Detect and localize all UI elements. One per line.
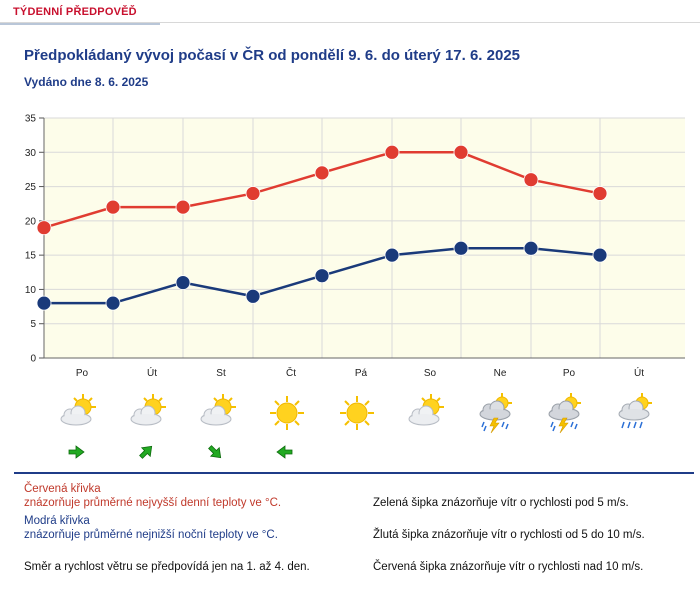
tab-rule <box>0 22 700 23</box>
day-label: Čt <box>286 368 296 379</box>
y-tick-label: 20 <box>25 216 37 227</box>
tab-label[interactable]: TÝDENNÍ PŘEDPOVĚĎ <box>13 6 137 18</box>
data-point <box>592 186 608 201</box>
legend-wind-note: Směr a rychlost větru se předpovídá jen … <box>24 561 310 573</box>
legend-red-arrow: Červená šipka znázorňuje vítr o rychlost… <box>373 561 644 573</box>
legend-blue-desc: znázorňuje průměrné nejnižší noční teplo… <box>24 529 278 541</box>
day-label: Út <box>634 368 644 379</box>
wind-arrow-icon <box>206 445 224 459</box>
day-label: St <box>216 368 226 379</box>
partly-cloudy-sun-icon <box>404 390 448 436</box>
tab-underline <box>0 0 160 25</box>
partly-cloudy-sun-icon <box>126 390 170 436</box>
y-tick-label: 0 <box>30 354 36 365</box>
day-label: Po <box>75 368 89 379</box>
day-label: Út <box>147 368 157 379</box>
data-point <box>175 275 191 290</box>
day-label: Po <box>562 368 576 379</box>
weather-icons-row <box>0 390 700 450</box>
day-label: Pá <box>354 368 368 379</box>
y-tick-label: 30 <box>25 148 37 159</box>
day-axis: Po Út St Čt Pá So Ne Po Út <box>0 366 700 384</box>
legend-red-desc: znázorňuje průměrné nejvyšší denní teplo… <box>24 497 282 509</box>
day-label: Ne <box>493 368 507 379</box>
y-tick-label: 10 <box>25 285 37 296</box>
legend-yellow-arrow: Žlutá šipka znázorňuje vítr o rychlosti … <box>373 529 645 541</box>
data-point <box>175 199 191 215</box>
plot-area <box>44 118 685 358</box>
data-point <box>314 165 330 181</box>
thunderstorm-rain-icon <box>543 390 587 436</box>
y-tick-label: 35 <box>25 114 37 125</box>
legend-red: Červená křivka znázorňuje průměrné nejvy… <box>24 482 281 510</box>
y-tick-label: 25 <box>25 182 37 193</box>
partly-cloudy-sun-icon <box>56 390 100 436</box>
y-tick-label: 5 <box>30 319 36 330</box>
temperature-chart-svg: 0 5 10 15 20 25 30 35 <box>25 114 685 365</box>
legend-blue-title: Modrá křivka <box>24 515 90 527</box>
data-point <box>245 288 261 304</box>
data-point <box>36 295 52 311</box>
data-point <box>314 268 330 284</box>
temperature-chart: 0 5 10 15 20 25 30 35 <box>0 108 700 368</box>
legend-blue: Modrá křivka znázorňuje průměrné nejnižš… <box>24 514 278 542</box>
y-tick-label: 15 <box>25 251 37 262</box>
legend-green-arrow: Zelená šipka znázorňuje vítr o rychlosti… <box>373 497 629 509</box>
data-point <box>105 295 121 311</box>
top-tab: TÝDENNÍ PŘEDPOVĚĎ <box>0 0 700 25</box>
wind-arrow-icon <box>137 445 155 459</box>
day-label: So <box>423 368 437 379</box>
data-point <box>523 172 539 188</box>
data-point <box>384 247 400 263</box>
issued-date: Vydáno dne 8. 6. 2025 <box>24 75 149 89</box>
data-point <box>105 199 121 215</box>
data-point <box>523 240 539 256</box>
legend-separator <box>14 472 694 474</box>
sun-icon <box>265 390 309 436</box>
legend-red-title: Červená křivka <box>24 483 101 495</box>
sun-icon <box>335 390 379 436</box>
data-point <box>592 247 608 263</box>
data-point <box>453 144 469 160</box>
data-point <box>245 186 261 201</box>
cloud-rain-icon <box>613 390 657 436</box>
wind-arrow-icon <box>276 445 294 459</box>
data-point <box>384 144 400 160</box>
partly-cloudy-sun-icon <box>196 390 240 436</box>
thunderstorm-rain-icon <box>474 390 518 436</box>
page-title: Předpokládaný vývoj počasí v ČR od pondě… <box>24 47 521 64</box>
data-point <box>36 220 52 236</box>
data-point <box>453 240 469 256</box>
wind-arrow-icon <box>67 445 85 459</box>
